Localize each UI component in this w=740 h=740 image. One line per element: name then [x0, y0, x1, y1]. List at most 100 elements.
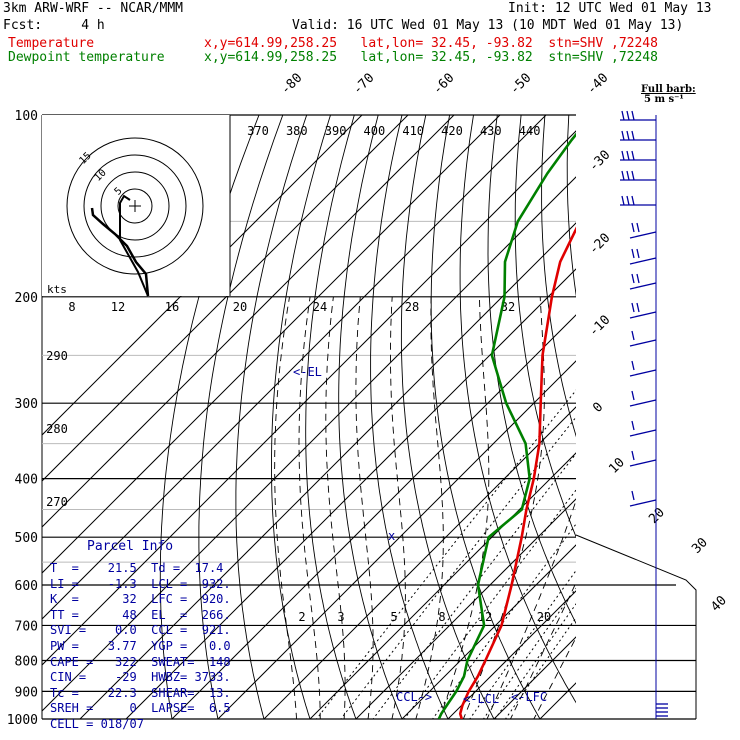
parcel-row: CIN = -29 HWBZ= 3733.: [50, 670, 231, 685]
mixing-ratio-label: 28: [405, 300, 419, 314]
moist-adiabat: [355, 296, 374, 719]
wind-barb-flag: [626, 150, 630, 161]
mixing-ratio-line: [340, 416, 576, 719]
mixing-ratio-label: 20: [233, 300, 247, 314]
mixing-ratio-line: [504, 616, 576, 719]
mixing-ratio-line: [482, 587, 576, 719]
theta-label: 370: [247, 124, 269, 138]
theta-label: 410: [402, 124, 424, 138]
valid-time: Valid: 16 UTC Wed 01 May 13 (10 MDT Wed …: [292, 18, 684, 33]
hodograph-ring: [100, 171, 170, 241]
moist-adiabat: [439, 296, 490, 719]
parcel-row: Tc = 22.3 SHEAR= 13.: [50, 685, 231, 700]
isotherm: [42, 115, 455, 528]
wind-barb-flag: [631, 330, 635, 341]
isotherm-label: -60: [430, 71, 457, 98]
mixing-ratio-label: 8: [68, 300, 75, 314]
parcel-row: T = 21.5 Td = 17.4: [50, 561, 224, 575]
dry-adiabat: [235, 115, 308, 719]
theta-label: 400: [364, 124, 386, 138]
level-marker: CCL->: [396, 690, 432, 704]
wind-barb-flag: [626, 170, 630, 181]
temperature-location: x,y=614.99,258.25 lat,lon= 32.45, -93.82…: [204, 36, 658, 51]
wind-barb-flag: [636, 222, 640, 233]
barb-legend-line1: Full barb:: [641, 84, 696, 95]
isotherm: [573, 102, 740, 732]
isotherm-label: 20: [646, 505, 668, 527]
mixing-ratio-label: 8: [438, 610, 445, 624]
isotherm: [42, 115, 547, 620]
dry-adiabat: [616, 115, 740, 732]
isotherm: [309, 452, 576, 719]
parcel-row: CAPE = 322 SWEAT= 148: [50, 654, 231, 669]
isotherm: [401, 544, 576, 719]
wind-barb: [629, 459, 657, 467]
theta-label: 420: [441, 124, 463, 138]
parcel-row: TT = 48 EL = 266.: [50, 607, 231, 622]
wind-barb-flag: [636, 302, 640, 313]
isotherm-label: -70: [350, 71, 377, 98]
wind-barb-flag: [631, 360, 635, 371]
hodograph-unit: kts: [47, 283, 67, 296]
isotherm-label: 10: [606, 455, 628, 477]
parcel-info-title: Parcel Info: [87, 539, 174, 554]
theta-label: 290: [46, 349, 68, 363]
mixing-ratio-line: [469, 569, 576, 719]
theta-label: 380: [286, 124, 308, 138]
pressure-tick-label: 400: [15, 473, 38, 488]
wind-barb-flag: [621, 195, 625, 206]
wind-barb: [629, 369, 657, 377]
theta-label: 430: [480, 124, 502, 138]
parcel-info-table: T = 21.5 Td = 17.4 LI = -1.3 LCL = 932. …: [50, 561, 231, 733]
wind-barb-flag: [631, 248, 635, 259]
mixing-ratio-line: [494, 603, 576, 719]
dewpoint-profile: [437, 132, 576, 719]
wind-barb: [629, 311, 657, 319]
wind-barb-flag: [621, 150, 625, 161]
wind-barb-flag: [631, 302, 635, 313]
dry-adiabat: [400, 115, 495, 719]
isotherm: [539, 682, 576, 719]
wind-barb-flag: [631, 110, 635, 121]
moist-adiabat: [390, 296, 406, 719]
mixing-ratio-line: [431, 523, 576, 719]
parcel-row: SVI = 0.0 CCL = 921.: [50, 623, 231, 638]
isotherm: [355, 498, 576, 719]
isotherm: [42, 176, 576, 712]
model-title: 3km ARW-WRF -- NCAR/MMM: [3, 1, 184, 16]
pressure-tick-label: 700: [15, 619, 38, 634]
wind-barb-flag: [636, 273, 640, 284]
wind-barb-flag: [631, 130, 635, 141]
wind-barb-flag: [636, 248, 640, 259]
isotherm: [171, 314, 576, 719]
parcel-row: K = 32 LFC = 920.: [50, 592, 231, 607]
theta-label: 280: [46, 422, 68, 436]
dry-adiabat: [305, 115, 357, 719]
wind-barb: [629, 499, 657, 507]
mixing-ratio-label: 12: [111, 300, 125, 314]
dry-adiabat: [487, 115, 576, 625]
mixing-ratio-label: 24: [313, 300, 327, 314]
dry-adiabat: [159, 115, 260, 719]
isotherm: [79, 222, 576, 719]
theta-label: 270: [46, 495, 68, 509]
isotherm-label: 0: [590, 400, 606, 416]
moist-adiabat: [415, 296, 444, 719]
mixing-ratio-label: 3: [337, 610, 344, 624]
pressure-tick-label: 1000: [7, 713, 38, 728]
wind-barb-flag: [631, 150, 635, 161]
parcel-row: LI = -1.3 LCL = 932.: [50, 576, 231, 591]
dry-adiabat: [430, 115, 541, 719]
isotherm: [263, 406, 576, 719]
pressure-tick-label: 900: [15, 685, 38, 700]
level-marker: <-LCL: [463, 692, 499, 706]
isotherm-label: -80: [278, 71, 305, 98]
wind-barb: [629, 282, 657, 290]
wind-barb: [629, 231, 657, 239]
wind-barb-flag: [626, 130, 630, 141]
dewpoint-location: x,y=614.99,258.25 lat,lon= 32.45, -93.82…: [204, 50, 658, 65]
hodograph-ring: [66, 137, 204, 275]
dry-adiabat: [592, 115, 740, 732]
dry-adiabat: [541, 115, 576, 438]
mixing-ratio-label: 2: [298, 610, 305, 624]
